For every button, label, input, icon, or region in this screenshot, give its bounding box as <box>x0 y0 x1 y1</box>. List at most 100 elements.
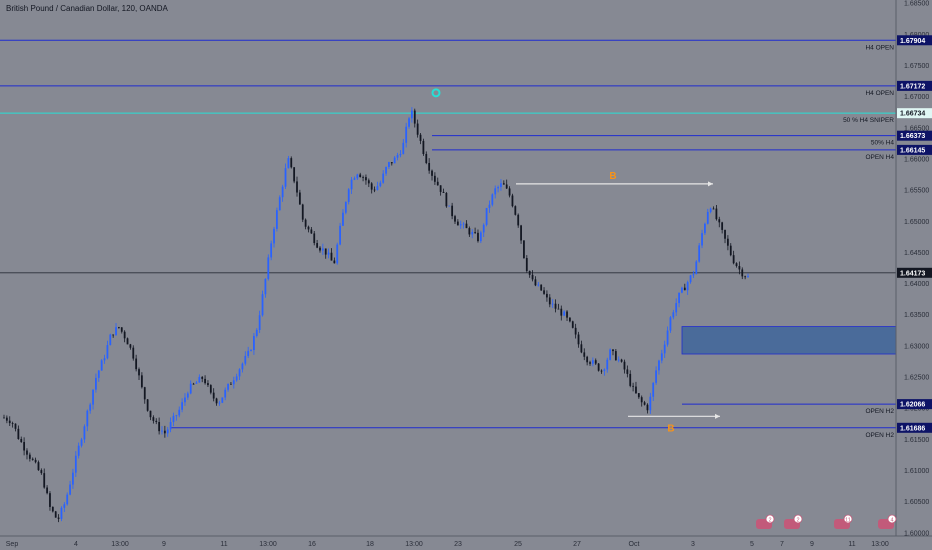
candle-body <box>310 229 313 234</box>
arrowhead-lower <box>715 413 720 419</box>
time-tick-label: 9 <box>810 541 814 548</box>
candle-body <box>189 383 192 394</box>
candle-body <box>244 355 247 364</box>
candle-body <box>442 191 445 193</box>
candle-body <box>649 396 652 411</box>
candle-body <box>479 232 482 242</box>
time-tick-label: 9 <box>162 541 166 548</box>
candle-body <box>528 270 531 275</box>
candle-body <box>390 162 393 164</box>
candle-body <box>324 248 327 255</box>
candle-body <box>629 373 632 386</box>
candle-body <box>402 142 405 155</box>
candle-body <box>57 517 60 519</box>
candle-body <box>571 321 574 328</box>
candle-body <box>163 430 166 434</box>
badge-icon <box>843 514 853 524</box>
candle-body <box>218 402 221 404</box>
candle-body <box>546 293 548 298</box>
candle-body <box>726 238 729 246</box>
current-price-tag-text: 1.64173 <box>900 270 925 277</box>
candle-body <box>560 308 563 316</box>
candle-body <box>747 276 749 277</box>
price-tag-text: 1.67904 <box>900 38 925 45</box>
candle-body <box>5 417 8 421</box>
level-label: OPEN H4 <box>865 154 894 161</box>
candle-body <box>353 178 356 180</box>
candle-body <box>594 360 597 364</box>
candle-body <box>333 260 336 264</box>
price-tag <box>897 130 932 141</box>
price-tag-text: 1.61686 <box>900 425 925 432</box>
candle-body <box>632 385 634 387</box>
price-tick-label: 1.64500 <box>904 250 929 257</box>
candle-body <box>126 338 129 345</box>
badge-icon <box>887 514 897 524</box>
candle-body <box>471 232 474 235</box>
candle-body <box>408 118 410 127</box>
price-axis[interactable]: 1.685001.680001.675001.670001.665001.660… <box>904 1 929 538</box>
candle-body <box>735 263 738 267</box>
price-tick-label: 1.65500 <box>904 188 929 195</box>
candle-body <box>221 397 224 403</box>
candle-body <box>577 334 580 345</box>
sniper-marker-icon[interactable] <box>431 88 441 98</box>
demand-zone[interactable] <box>681 326 897 355</box>
candle-body <box>451 205 454 217</box>
candle-body <box>14 423 17 429</box>
badge-count: 4 <box>890 518 893 524</box>
price-tag <box>897 144 932 155</box>
candle-body <box>514 206 517 215</box>
candle-body <box>465 223 468 229</box>
time-axis[interactable]: Sep 4 13:00 9 11 13:00 16 18 13:00 23 25 27 Oct 3 5 7 9 1… <box>6 541 889 548</box>
candle-body <box>83 426 86 440</box>
price-tag-text: 1.66373 <box>900 133 925 140</box>
candle-body <box>534 279 537 286</box>
candle-body <box>336 244 339 264</box>
candle-body <box>416 123 419 135</box>
candle-body <box>20 438 23 443</box>
time-tick-label: 13:00 <box>111 541 129 548</box>
candle-body <box>172 415 175 423</box>
candle-body <box>238 369 241 377</box>
candles-layer <box>3 107 749 523</box>
candle-body <box>543 290 545 294</box>
candle-body <box>40 470 43 474</box>
candle-body <box>293 167 296 182</box>
price-tick-label: 1.64000 <box>904 281 929 288</box>
candle-body <box>382 173 385 183</box>
candle-body <box>367 180 370 184</box>
candle-body <box>31 458 34 460</box>
candle-body <box>253 335 255 351</box>
candle-body <box>17 428 20 439</box>
candle-body <box>459 224 462 226</box>
candle-body <box>411 110 413 119</box>
candle-body <box>531 274 534 280</box>
candle-body <box>626 369 629 374</box>
candle-body <box>678 292 680 304</box>
candle-body <box>235 376 238 381</box>
candle-body <box>301 204 304 220</box>
candle-body <box>612 349 614 352</box>
bottom-toolbar-icons[interactable]: 2 2 11 4 <box>756 514 897 529</box>
candle-body <box>175 415 178 417</box>
candle-body <box>215 398 218 404</box>
price-tag <box>897 35 932 46</box>
candle-body <box>198 376 201 383</box>
price-tick-label: 1.68500 <box>904 1 929 8</box>
candle-body <box>255 329 258 336</box>
candle-body <box>431 170 433 176</box>
candle-body <box>192 383 195 385</box>
candle-body <box>178 409 181 416</box>
candle-body <box>500 183 502 188</box>
candle-body <box>184 397 186 403</box>
price-tag-text: 1.67172 <box>900 83 925 90</box>
candle-body <box>456 221 459 226</box>
time-tick-label: 7 <box>780 541 784 548</box>
candle-body <box>204 378 206 384</box>
price-tick-label: 1.63000 <box>904 343 929 350</box>
candle-body <box>77 445 80 456</box>
candle-body <box>712 208 715 210</box>
